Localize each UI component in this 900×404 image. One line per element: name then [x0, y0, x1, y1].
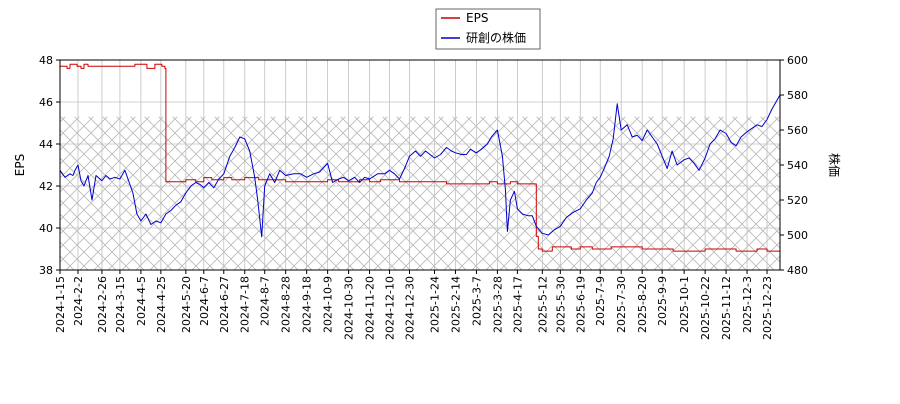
- x-tick-label: 2024-9-18: [301, 276, 314, 333]
- right-tick-label: 500: [787, 229, 808, 242]
- x-tick-label: 2024-12-30: [404, 276, 417, 340]
- left-axis-title: EPS: [13, 154, 27, 176]
- x-tick-label: 2024-2-26: [96, 276, 109, 333]
- right-tick-label: 480: [787, 264, 808, 277]
- x-tick-label: 2025-3-28: [491, 276, 504, 333]
- x-tick-label: 2025-12-3: [741, 276, 754, 333]
- legend-label-stock-price: 研創の株価: [466, 30, 526, 45]
- x-tick-label: 2025-10-1: [678, 276, 691, 333]
- left-tick-label: 44: [39, 138, 53, 151]
- x-tick-label: 2024-10-9: [322, 276, 335, 333]
- left-tick-label: 42: [39, 180, 53, 193]
- x-tick-label: 2025-5-30: [554, 276, 567, 333]
- x-tick-label: 2024-3-15: [114, 276, 127, 333]
- x-tick-label: 2025-8-20: [636, 276, 649, 333]
- x-tick-label: 2025-11-12: [720, 276, 733, 340]
- x-tick-label: 2024-6-7: [198, 276, 211, 326]
- x-tick-label: 2025-7-9: [594, 276, 607, 326]
- x-tick-label: 2025-1-24: [428, 276, 441, 333]
- right-tick-label: 560: [787, 124, 808, 137]
- hatch-band: [60, 116, 780, 270]
- right-tick-label: 540: [787, 159, 808, 172]
- right-tick-label: 580: [787, 89, 808, 102]
- x-axis: 2024-1-15 2024-2-2 2024-2-26 2024-3-15 2024-…: [54, 270, 774, 340]
- x-tick-label: 2024-12-10: [384, 276, 397, 340]
- x-tick-label: 2024-4-5: [135, 276, 148, 326]
- x-tick-label: 2024-11-20: [364, 276, 377, 340]
- x-tick-label: 2024-6-27: [218, 276, 231, 333]
- x-tick-label: 2024-2-2: [72, 276, 85, 326]
- x-tick-label: 2025-10-22: [699, 276, 712, 340]
- x-tick-label: 2024-8-7: [259, 276, 272, 326]
- x-tick-label: 2024-1-15: [54, 276, 67, 333]
- series-line-stock-price: [60, 94, 780, 238]
- hatch-region: [60, 116, 780, 270]
- right-tick-label: 600: [787, 54, 808, 67]
- x-tick-label: 2025-3-7: [470, 276, 483, 326]
- right-axis: 480 500 520 540 560 580 600: [780, 54, 808, 277]
- x-tick-label: 2024-7-18: [239, 276, 252, 333]
- x-tick-label: 2025-7-30: [615, 276, 628, 333]
- left-tick-label: 38: [39, 264, 53, 277]
- series-layer: [60, 63, 780, 254]
- legend-box: [435, 8, 541, 50]
- x-tick-label: 2025-12-23: [761, 276, 774, 340]
- series-line-eps: [60, 63, 780, 254]
- right-axis-title: 株価: [827, 153, 842, 177]
- left-tick-label: 48: [39, 54, 53, 67]
- x-tick-label: 2025-4-17: [511, 276, 524, 333]
- legend: EPS 研創の株価: [435, 8, 541, 50]
- x-tick-label: 2024-5-20: [180, 276, 193, 333]
- left-axis: 38 40 42 44 46 48: [39, 54, 60, 277]
- legend-label-eps: EPS: [466, 11, 488, 25]
- x-tick-label: 2024-4-25: [155, 276, 168, 333]
- x-tick-label: 2025-6-19: [574, 276, 587, 333]
- x-tick-label: 2025-9-9: [656, 276, 669, 326]
- x-tick-label: 2025-2-14: [449, 276, 462, 333]
- left-tick-label: 46: [39, 96, 53, 109]
- right-tick-label: 520: [787, 194, 808, 207]
- left-tick-label: 40: [39, 222, 53, 235]
- x-tick-label: 2024-8-28: [280, 276, 293, 333]
- x-tick-label: 2024-10-30: [343, 276, 356, 340]
- grid: [59, 59, 780, 271]
- x-tick-label: 2025-5-12: [536, 276, 549, 333]
